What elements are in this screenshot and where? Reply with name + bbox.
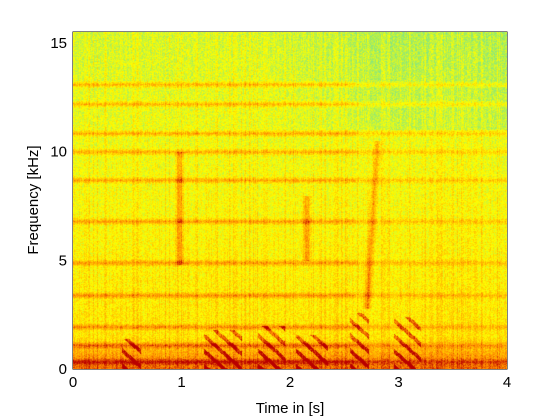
y-tick-label: 0 bbox=[59, 361, 67, 378]
y-axis-label: Frequency [kHz] bbox=[25, 145, 42, 254]
y-tick-label: 10 bbox=[50, 144, 67, 161]
x-tick-label: 3 bbox=[394, 374, 402, 391]
spectrogram-image bbox=[73, 32, 507, 369]
y-tick-label: 15 bbox=[50, 35, 67, 52]
x-tick-label: 2 bbox=[286, 374, 294, 391]
x-tick-label: 0 bbox=[69, 374, 77, 391]
x-tick-label: 1 bbox=[177, 374, 185, 391]
x-axis-label: Time in [s] bbox=[256, 400, 325, 417]
x-tick-label: 4 bbox=[503, 374, 511, 391]
y-tick-label: 5 bbox=[59, 252, 67, 269]
